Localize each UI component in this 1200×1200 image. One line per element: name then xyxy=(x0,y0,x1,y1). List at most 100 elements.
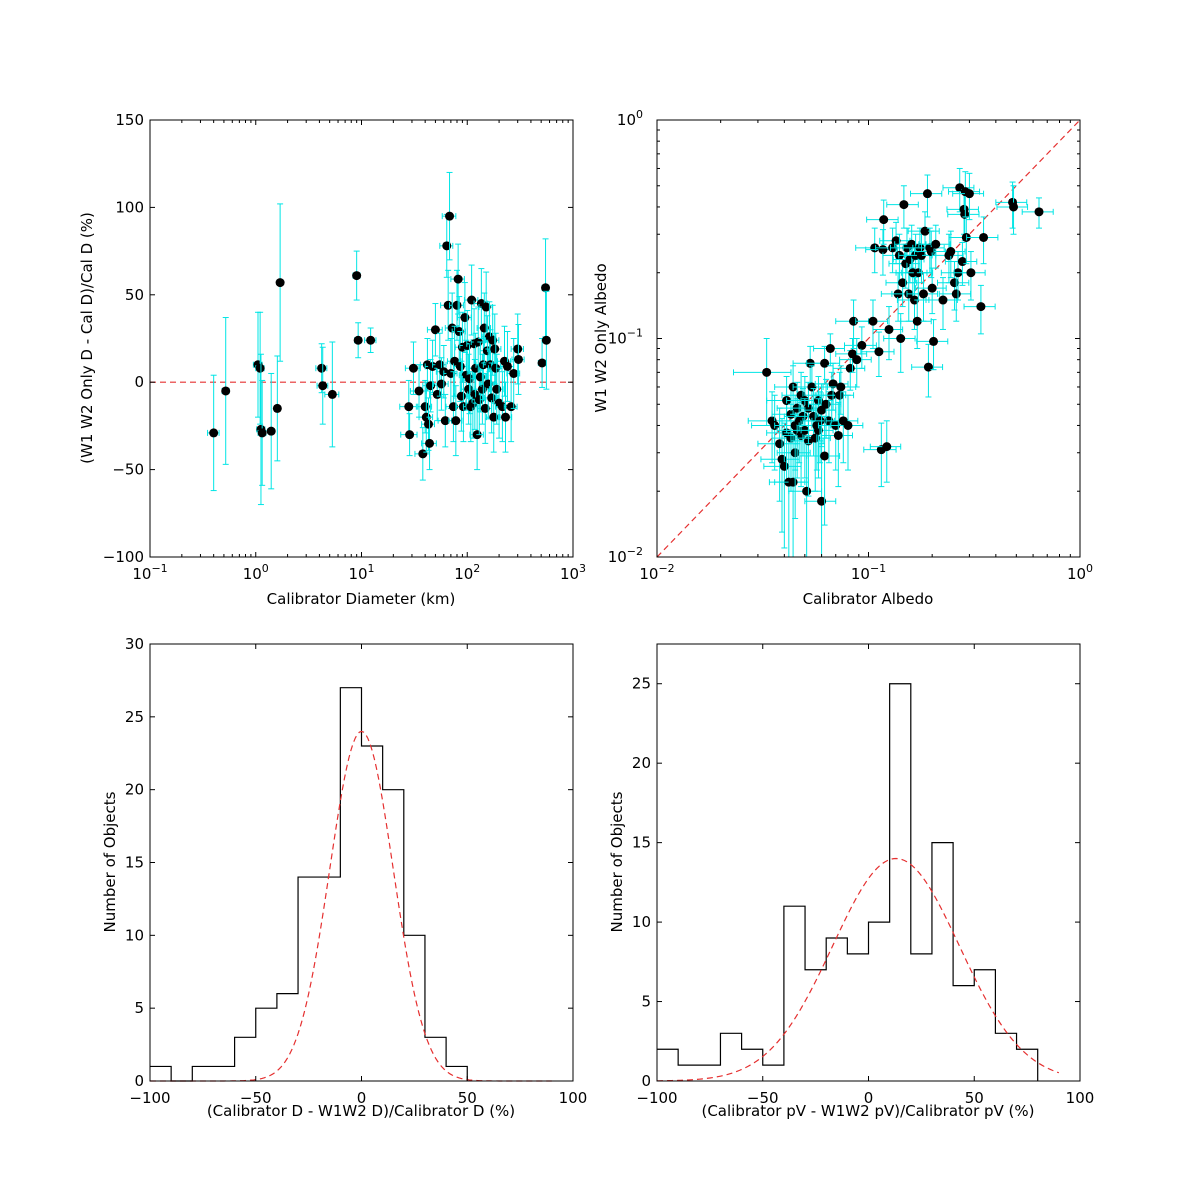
data-point xyxy=(418,449,428,459)
data-point xyxy=(481,302,491,312)
data-point-group xyxy=(860,331,895,378)
data-point xyxy=(474,395,484,405)
data-point xyxy=(966,268,976,278)
data-point-group xyxy=(400,413,418,457)
data-point-group xyxy=(275,203,285,362)
data-point xyxy=(440,416,450,426)
data-point-group xyxy=(886,185,919,229)
data-point-group xyxy=(207,374,220,492)
data-point-group xyxy=(829,394,864,471)
data-point-group xyxy=(448,385,463,457)
data-point xyxy=(221,386,231,396)
data-point xyxy=(464,374,474,384)
data-point xyxy=(919,289,929,299)
histogram-bin xyxy=(678,1065,699,1081)
y-tick-label: 25 xyxy=(632,675,651,693)
x-axis-label: (Calibrator D - W1W2 D)/Calibrator D (%) xyxy=(207,1102,515,1120)
data-point-group xyxy=(446,325,462,397)
data-point xyxy=(843,420,853,430)
data-point xyxy=(209,428,219,438)
data-point-group xyxy=(952,172,985,221)
data-point-group xyxy=(866,199,899,245)
one-to-one-reference-line xyxy=(656,119,1081,558)
data-point xyxy=(492,384,502,394)
y-tick-label: 10−1 xyxy=(608,327,643,348)
data-point xyxy=(857,340,867,350)
data-point-group xyxy=(918,224,951,269)
data-point xyxy=(929,336,939,346)
data-point xyxy=(802,486,812,496)
y-tick-label: 5 xyxy=(641,993,651,1011)
data-point xyxy=(477,384,487,394)
x-tick-label: 0 xyxy=(357,1089,367,1107)
data-point xyxy=(833,430,843,440)
data-point xyxy=(817,496,827,506)
data-point-group xyxy=(421,416,437,471)
data-point xyxy=(420,402,430,412)
y-tick-label: −100 xyxy=(103,548,144,566)
y-tick-label: 100 xyxy=(115,198,144,216)
data-point xyxy=(513,354,523,364)
tick-exponent: −1 xyxy=(627,327,643,340)
y-tick-label: 20 xyxy=(632,754,651,772)
data-point xyxy=(836,382,846,392)
data-point xyxy=(436,379,446,389)
data-point xyxy=(352,271,362,281)
tick-exponent: −2 xyxy=(658,562,674,575)
data-point xyxy=(1009,202,1019,212)
x-tick-label: 100 xyxy=(1067,562,1093,583)
histogram-steps xyxy=(150,687,468,1082)
histogram-bin xyxy=(362,746,383,1081)
histogram-bin xyxy=(213,1066,234,1081)
y-tick-label: 0 xyxy=(134,373,144,391)
data-point xyxy=(513,344,523,354)
data-point xyxy=(821,399,831,409)
data-point xyxy=(453,274,463,284)
data-point-group xyxy=(925,277,958,330)
data-point xyxy=(446,368,456,378)
data-point xyxy=(255,363,265,373)
x-tick-label: 10−1 xyxy=(132,562,167,583)
data-point xyxy=(460,313,470,323)
data-point-group xyxy=(497,381,513,453)
histogram-bin xyxy=(784,906,805,1081)
data-point-group xyxy=(255,311,265,425)
tick-exponent: 0 xyxy=(262,562,269,575)
data-point xyxy=(896,334,906,343)
data-point xyxy=(443,300,453,310)
data-point-group xyxy=(839,338,872,388)
data-point xyxy=(275,278,285,288)
data-point-group xyxy=(404,341,421,395)
data-point-group xyxy=(821,401,853,488)
data-point xyxy=(779,461,789,471)
histogram-bin xyxy=(235,1037,256,1081)
data-point xyxy=(456,391,466,401)
tick-base: 10 xyxy=(560,565,579,583)
tick-exponent: −1 xyxy=(870,562,886,575)
tick-exponent: 0 xyxy=(636,108,643,121)
data-point xyxy=(490,344,500,354)
data-point-group xyxy=(352,250,362,301)
y-tick-label: 15 xyxy=(632,834,651,852)
data-point xyxy=(922,189,932,199)
data-point xyxy=(920,226,930,236)
data-point xyxy=(828,379,838,389)
data-point xyxy=(450,356,460,366)
data-point xyxy=(884,324,894,334)
data-point xyxy=(445,211,455,221)
data-point-group xyxy=(511,324,525,395)
data-point xyxy=(502,361,512,371)
y-tick-label: 50 xyxy=(125,286,144,304)
data-point-group xyxy=(804,443,837,557)
y-axis-label: Number of Objects xyxy=(101,791,119,932)
data-point-group xyxy=(933,230,966,279)
histogram-steps xyxy=(657,683,1039,1081)
x-tick-label: 100 xyxy=(1066,1089,1095,1107)
data-point xyxy=(423,419,433,429)
data-point-group xyxy=(439,213,454,278)
data-point-group xyxy=(963,284,996,335)
data-point xyxy=(923,362,933,372)
data-point xyxy=(541,335,551,345)
